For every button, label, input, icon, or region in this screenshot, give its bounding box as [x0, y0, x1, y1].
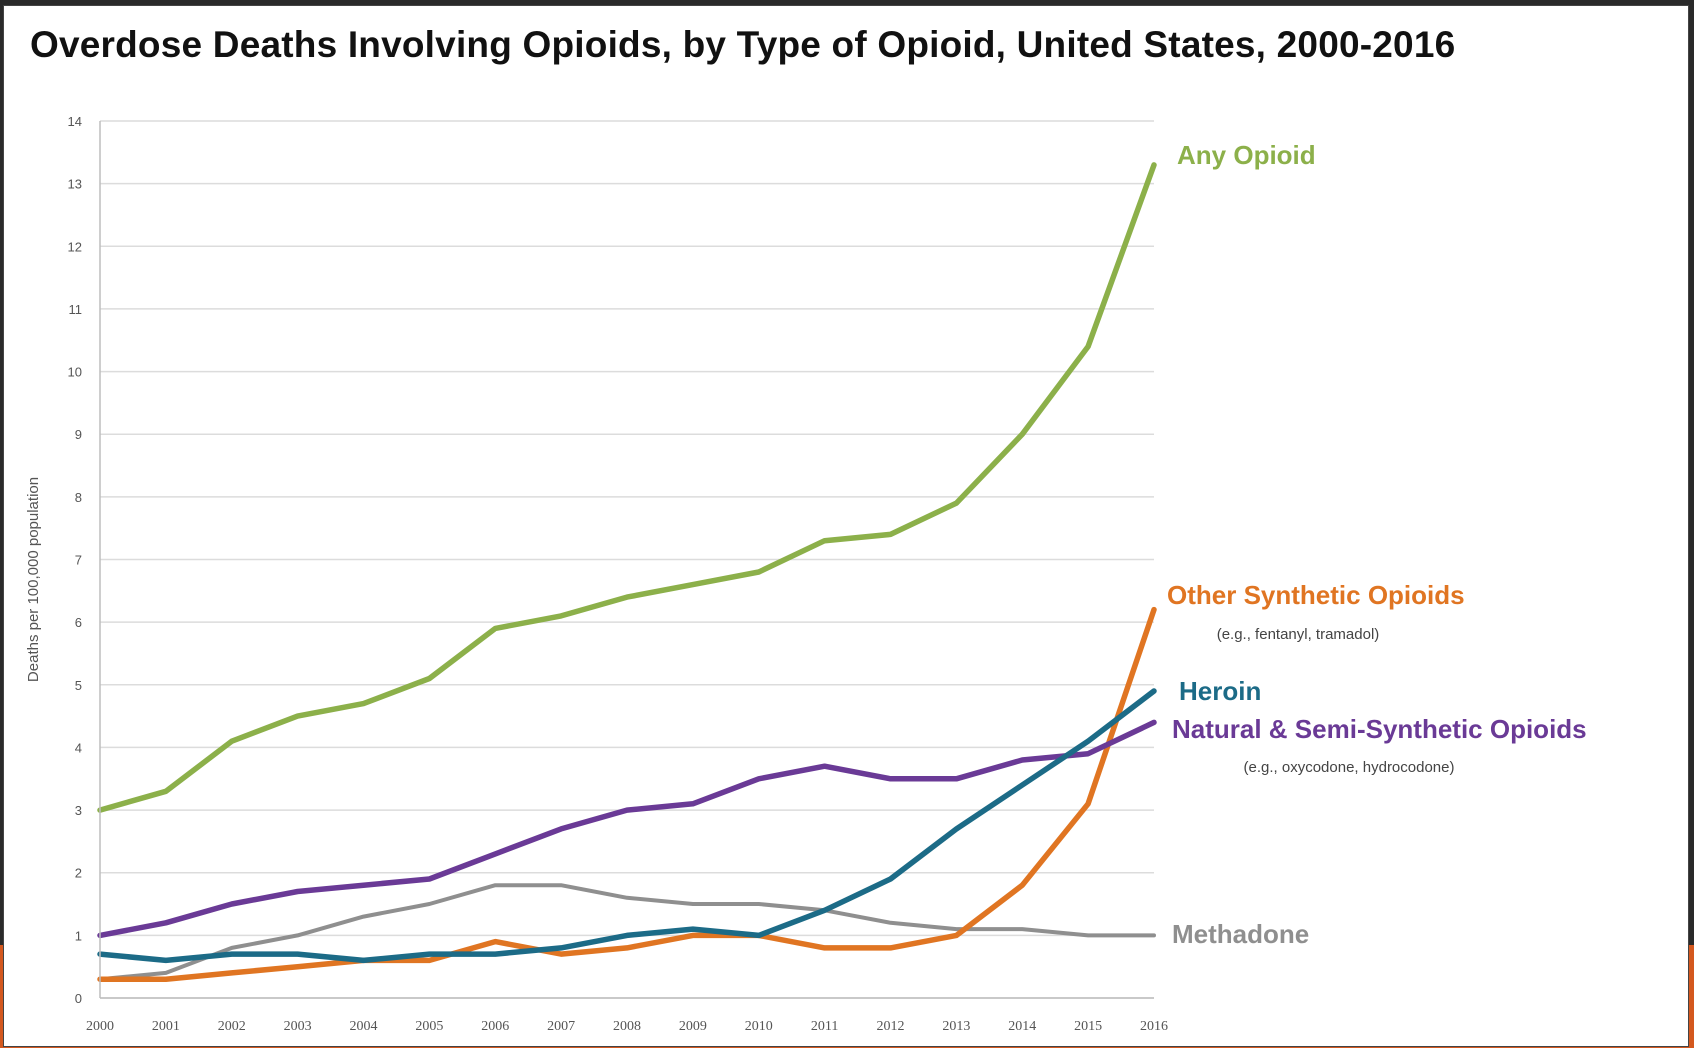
series-line-methadone — [98, 883, 1156, 982]
series-label-methadone: Methadone — [1172, 919, 1309, 949]
y-tick-label: 9 — [75, 427, 82, 442]
series-sublabel-natural-semi: (e.g., oxycodone, hydrocodone) — [1244, 759, 1455, 776]
y-tick-label: 12 — [68, 239, 82, 254]
x-tick-label: 2000 — [86, 1019, 114, 1034]
x-tick-label: 2003 — [284, 1019, 312, 1034]
series-sublabel-other-synthetic: (e.g., fentanyl, tramadol) — [1217, 626, 1380, 643]
y-tick-label: 4 — [75, 740, 82, 755]
y-tick-label: 13 — [68, 177, 82, 192]
series-line-heroin — [97, 688, 1157, 964]
y-tick-label: 10 — [68, 365, 82, 380]
series-label-heroin: Heroin — [1179, 676, 1261, 706]
x-tick-label: 2016 — [1140, 1019, 1168, 1034]
series-line-any-opioid — [97, 162, 1157, 813]
y-tick-label: 1 — [75, 928, 82, 943]
series-line-natural-semi — [97, 719, 1157, 939]
y-tick-label: 8 — [75, 490, 82, 505]
series-label-other-synthetic: Other Synthetic Opioids — [1167, 580, 1465, 610]
y-tick-label: 2 — [75, 866, 82, 881]
chart-title: Overdose Deaths Involving Opioids, by Ty… — [30, 24, 1456, 65]
y-tick-label: 5 — [75, 678, 82, 693]
series-label-natural-semi: Natural & Semi-Synthetic Opioids — [1172, 714, 1587, 744]
x-tick-label: 2006 — [481, 1019, 509, 1034]
series-label-any-opioid: Any Opioid — [1177, 140, 1316, 170]
x-tick-label: 2012 — [877, 1019, 905, 1034]
y-tick-label: 14 — [68, 114, 82, 129]
series-line-other-synthetic — [97, 606, 1157, 982]
y-tick-label: 6 — [75, 615, 82, 630]
y-tick-label: 11 — [69, 302, 83, 317]
x-tick-label: 2005 — [415, 1019, 443, 1034]
chart-panel: Overdose Deaths Involving Opioids, by Ty… — [4, 6, 1688, 1046]
x-tick-label: 2001 — [152, 1019, 180, 1034]
x-tick-label: 2014 — [1008, 1019, 1036, 1034]
x-tick-label: 2013 — [942, 1019, 970, 1034]
x-tick-label: 2002 — [218, 1019, 246, 1034]
x-tick-label: 2010 — [745, 1019, 773, 1034]
y-tick-label: 3 — [75, 803, 82, 818]
y-tick-label: 7 — [75, 553, 82, 568]
y-tick-label: 0 — [75, 991, 82, 1006]
x-tick-label: 2015 — [1074, 1019, 1102, 1034]
x-tick-label: 2007 — [547, 1019, 575, 1034]
x-tick-label: 2008 — [613, 1019, 641, 1034]
y-axis-title: Deaths per 100,000 population — [25, 477, 42, 682]
x-tick-label: 2011 — [811, 1019, 838, 1034]
x-tick-label: 2009 — [679, 1019, 707, 1034]
x-tick-label: 2004 — [350, 1019, 378, 1034]
